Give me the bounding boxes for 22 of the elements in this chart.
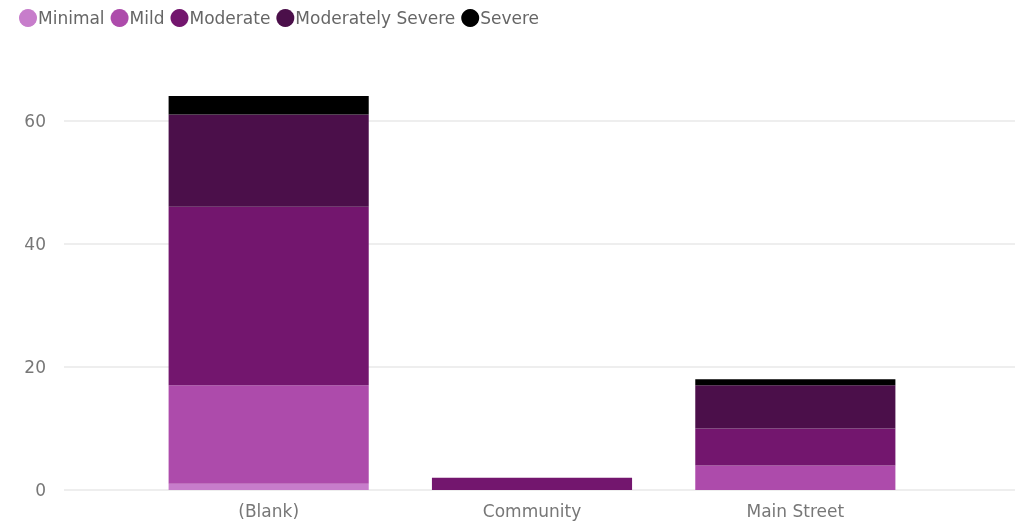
y-tick-label: 40 (24, 233, 46, 254)
bar (168, 385, 369, 484)
y-tick-label: 60 (24, 110, 46, 131)
legend-label: Severe (480, 8, 540, 28)
y-tick-label: 20 (24, 356, 46, 377)
bar (168, 96, 369, 115)
bar (695, 385, 896, 429)
x-tick-label: Main Street (746, 500, 845, 521)
bar (168, 114, 369, 207)
x-tick-label: Community (482, 500, 582, 521)
legend-label: Moderately Severe (295, 8, 456, 28)
legend-label: Minimal (38, 8, 105, 28)
bar (168, 483, 369, 490)
bar (431, 477, 633, 490)
bar (695, 428, 896, 466)
x-tick-label: (Blank) (238, 500, 300, 521)
y-tick-label: 0 (35, 480, 46, 500)
bar (168, 206, 369, 386)
legend-label: Moderate (189, 8, 271, 28)
bar (695, 379, 896, 386)
bar (695, 465, 896, 490)
legend-label: Mild (129, 8, 165, 28)
